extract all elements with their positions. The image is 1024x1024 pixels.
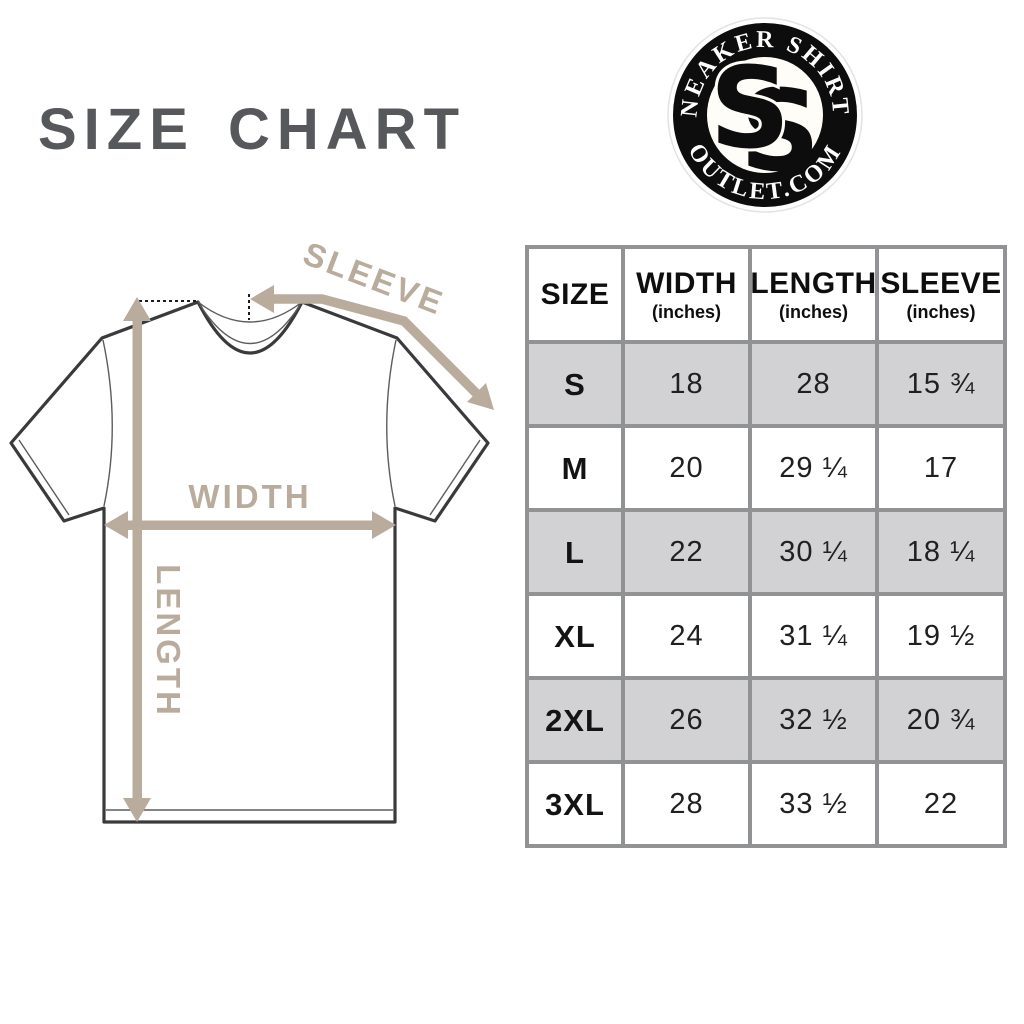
col-header-sleeve: SLEEVE (inches) xyxy=(879,249,1003,340)
sleeve-cell: 17 xyxy=(879,428,1003,508)
measure-arrows xyxy=(104,285,494,822)
sleeve-arrow xyxy=(250,285,494,410)
width-cell: 22 xyxy=(625,512,748,592)
size-cell: XL xyxy=(529,596,621,676)
arrowhead-down xyxy=(123,798,151,822)
col-header-unit: (inches) xyxy=(778,301,848,322)
size-cell: M xyxy=(529,428,621,508)
width-cell: 18 xyxy=(625,344,748,424)
sleeve-cell: 15 ¾ xyxy=(879,344,1003,424)
col-header-unit: (inches) xyxy=(651,301,721,322)
left-armhole-seam xyxy=(102,339,113,507)
length-cell: 29 ¼ xyxy=(752,428,875,508)
logo-monogram-s-front: S xyxy=(710,44,791,174)
length-cell: 32 ½ xyxy=(752,680,875,760)
sleeve-cell: 19 ½ xyxy=(879,596,1003,676)
width-cell: 26 xyxy=(625,680,748,760)
col-header-label: WIDTH xyxy=(636,266,737,300)
length-arrow xyxy=(123,297,151,822)
tshirt-seam-lines xyxy=(18,301,481,811)
page-title: SIZE CHART xyxy=(38,97,466,162)
arrowhead-up xyxy=(123,297,151,321)
tshirt-measurement-diagram: WIDTH LENGTH SLEEVE xyxy=(9,240,494,824)
collar-ribbing-seam xyxy=(199,304,301,344)
width-arrow xyxy=(104,511,396,539)
col-header-size: SIZE xyxy=(529,249,621,340)
arrowhead-collar xyxy=(250,285,274,313)
sleeve-cell: 20 ¾ xyxy=(879,680,1003,760)
size-cell: L xyxy=(529,512,621,592)
length-label: LENGTH xyxy=(150,564,187,718)
size-cell: 3XL xyxy=(529,764,621,844)
right-cuff-seam xyxy=(429,439,481,516)
tshirt-outline xyxy=(9,300,490,824)
right-armhole-seam xyxy=(386,339,397,507)
size-cell: S xyxy=(529,344,621,424)
width-cell: 28 xyxy=(625,764,748,844)
arrowhead-right xyxy=(372,511,396,539)
length-arrow-shaft xyxy=(132,316,142,803)
left-cuff-seam xyxy=(18,439,70,516)
col-header-width: WIDTH (inches) xyxy=(625,249,748,340)
width-label: WIDTH xyxy=(188,478,311,515)
sleeve-arrow-shaft xyxy=(266,294,482,399)
col-header-label: SIZE xyxy=(540,277,610,311)
length-cell: 33 ½ xyxy=(752,764,875,844)
col-header-label: LENGTH xyxy=(750,266,877,300)
width-cell: 24 xyxy=(625,596,748,676)
col-header-length: LENGTH (inches) xyxy=(750,249,877,340)
width-arrow-shaft xyxy=(120,520,380,530)
dotted-guides xyxy=(139,294,250,320)
col-header-label: SLEEVE xyxy=(880,266,1002,300)
length-cell: 31 ¼ xyxy=(752,596,875,676)
sleeve-cell: 22 xyxy=(879,764,1003,844)
collar-back-seam xyxy=(197,301,303,323)
sleeve-cell: 18 ¼ xyxy=(879,512,1003,592)
length-cell: 30 ¼ xyxy=(752,512,875,592)
size-cell: 2XL xyxy=(529,680,621,760)
arrowhead-cuff xyxy=(467,383,494,410)
col-header-unit: (inches) xyxy=(906,301,976,322)
length-cell: 28 xyxy=(752,344,875,424)
logo-monogram-s-back: S xyxy=(740,67,821,197)
logo-inner-circle xyxy=(707,57,823,173)
arrowhead-left xyxy=(104,511,128,539)
size-table: SIZE WIDTH (inches) LENGTH (inches) SLEE… xyxy=(525,245,1007,848)
width-cell: 20 xyxy=(625,428,748,508)
